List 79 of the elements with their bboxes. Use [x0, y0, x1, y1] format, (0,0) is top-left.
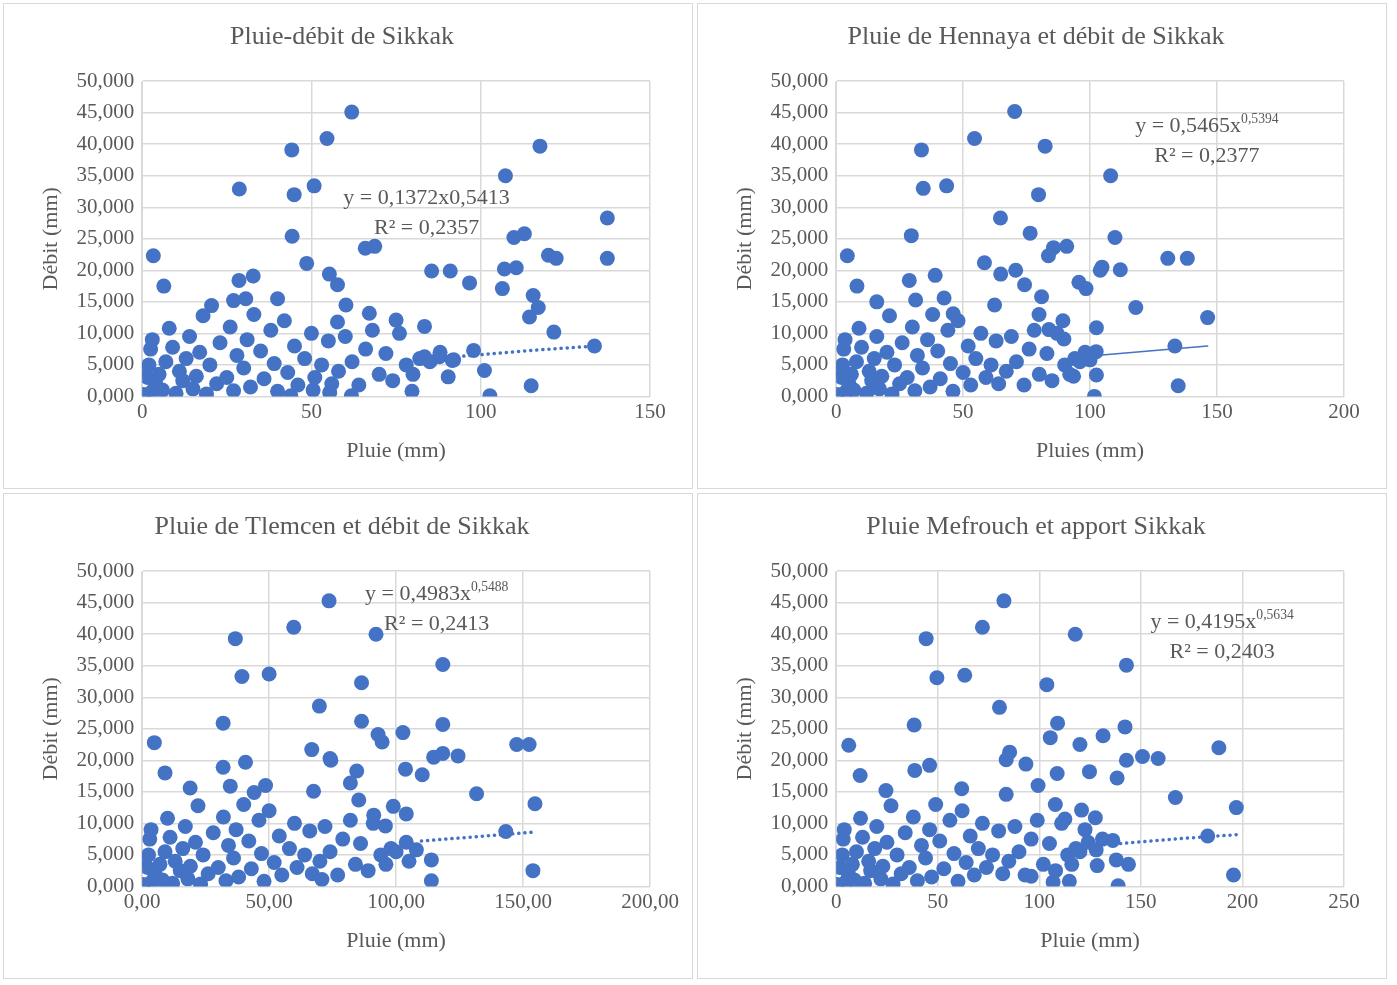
x-tick-label: 250 [1328, 888, 1360, 913]
y-tick-label: 45,000 [76, 99, 135, 124]
y-tick-label: 30,000 [76, 683, 135, 708]
y-tick-label: 30,000 [770, 683, 829, 708]
annotation: y = 0,1372x0,5413 [343, 184, 510, 210]
y-tick-label: 15,000 [76, 778, 135, 803]
y-tick-label: 5,000 [780, 841, 829, 866]
y-tick-label: 25,000 [76, 715, 135, 740]
x-tick-label: 150,00 [494, 888, 552, 913]
y-tick-label: 35,000 [770, 162, 829, 187]
y-tick-label: 20,000 [770, 746, 829, 771]
x-tick-label: 50 [927, 888, 949, 913]
x-tick-label: 100 [1074, 398, 1106, 423]
x-tick-label: 50 [300, 398, 322, 423]
y-tick-label: 50,000 [76, 557, 135, 582]
x-tick-label: 150 [1201, 398, 1233, 423]
x-tick-label: 50,00 [245, 888, 293, 913]
x-axis-title: Pluie (mm) [1040, 926, 1140, 952]
y-tick-label: 10,000 [76, 319, 135, 344]
y-tick-label: 35,000 [770, 652, 829, 677]
y-tick-label: 15,000 [76, 288, 135, 313]
y-tick-label: 50,000 [76, 67, 135, 92]
y-tick-label: 35,000 [76, 652, 135, 677]
y-tick-label: 5,000 [780, 351, 829, 376]
x-tick-label: 0 [136, 398, 148, 423]
y-tick-label: 20,000 [76, 256, 135, 281]
x-axis-title: Pluie (mm) [346, 436, 446, 462]
x-tick-label: 200 [1328, 398, 1360, 423]
annotation: R² = 0,2377 [1154, 141, 1260, 167]
y-tick-label: 20,000 [770, 256, 829, 281]
y-axis-title: Débit (mm) [36, 677, 62, 781]
y-tick-label: 25,000 [76, 225, 135, 250]
chart-title: Pluie de Tlemcen et débit de Sikkak [154, 511, 530, 541]
x-tick-label: 100 [1023, 888, 1056, 913]
y-tick-label: 15,000 [770, 778, 829, 803]
y-tick-label: 30,000 [76, 193, 135, 218]
x-tick-label: 150 [634, 398, 666, 423]
y-tick-label: 50,000 [770, 67, 829, 92]
chart-title: Pluie de Hennaya et débit de Sikkak [847, 21, 1225, 51]
y-tick-label: 45,000 [770, 99, 829, 124]
x-tick-label: 100,00 [367, 888, 425, 913]
y-axis-title: Débit (mm) [730, 187, 756, 291]
x-tick-label: 200 [1226, 888, 1259, 913]
y-tick-label: 20,000 [76, 746, 135, 771]
y-axis-title: Débit (mm) [36, 187, 62, 291]
y-tick-label: 25,000 [770, 715, 829, 740]
annotation: R² = 0,2403 [1169, 638, 1275, 664]
y-tick-label: 40,000 [770, 620, 829, 645]
y-tick-label: 0,000 [86, 382, 135, 407]
y-tick-label: 40,000 [76, 620, 135, 645]
y-tick-label: 10,000 [770, 809, 829, 834]
y-tick-label: 0,000 [780, 872, 829, 897]
y-tick-label: 15,000 [770, 288, 829, 313]
y-tick-label: 45,000 [770, 589, 829, 614]
y-tick-label: 5,000 [86, 841, 135, 866]
chart-title: Pluie Mefrouch et apport Sikkak [866, 511, 1206, 541]
x-tick-label: 50 [952, 398, 974, 423]
y-tick-label: 50,000 [770, 557, 829, 582]
y-tick-label: 30,000 [770, 193, 829, 218]
y-tick-label: 10,000 [76, 809, 135, 834]
y-tick-label: 45,000 [76, 589, 135, 614]
annotation: R² = 0,2413 [384, 609, 490, 635]
x-tick-label: 150 [1125, 888, 1157, 913]
x-axis-title: Pluie (mm) [346, 926, 446, 952]
x-tick-label: 0 [830, 398, 842, 423]
chart-title: Pluie-débit de Sikkak [230, 21, 454, 51]
y-tick-label: 40,000 [770, 130, 829, 155]
y-tick-label: 10,000 [770, 319, 829, 344]
x-tick-label: 0 [830, 888, 842, 913]
y-axis-title: Débit (mm) [730, 677, 756, 781]
y-tick-label: 35,000 [76, 162, 135, 187]
annotation: R² = 0,2357 [373, 214, 480, 240]
x-axis-title: Pluies (mm) [1035, 436, 1145, 462]
x-tick-label: 100 [464, 398, 497, 423]
y-tick-label: 25,000 [770, 225, 829, 250]
y-tick-label: 5,000 [86, 351, 135, 376]
x-tick-label: 200,00 [621, 888, 679, 913]
y-tick-label: 40,000 [76, 130, 135, 155]
y-tick-label: 0,000 [780, 382, 829, 407]
